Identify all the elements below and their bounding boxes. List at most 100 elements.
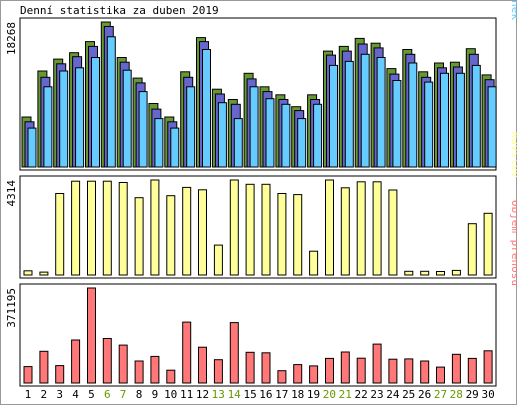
bar-day-5	[87, 180, 96, 276]
x-tick-label-10: 10	[164, 388, 177, 401]
bar-day-6	[102, 338, 112, 384]
bar-day-29	[467, 223, 477, 276]
x-tick-label-3: 3	[56, 388, 63, 401]
bar-strnek-day-15	[249, 86, 259, 168]
bar-day-21	[340, 351, 350, 384]
panel-legend: Návštěv	[509, 132, 517, 179]
y-max-label: 371195	[5, 288, 18, 328]
x-tick-label-11: 11	[180, 388, 193, 401]
bar-day-12	[198, 346, 207, 384]
bar-day-1	[23, 270, 33, 276]
bar-day-28	[451, 269, 461, 276]
bar-day-15	[245, 183, 255, 276]
bar-strnek-day-8	[138, 91, 148, 168]
chart-panels: 18268 Přístupů/Souborů/Stránek 4314 Návštěv…	[5, 0, 517, 387]
bar-day-1	[23, 366, 33, 384]
bar-day-21	[340, 187, 350, 276]
bar-day-22	[356, 181, 366, 276]
legend-entry: Stránek	[509, 0, 517, 20]
bar-strnek-day-5	[91, 57, 100, 168]
bar-day-16	[261, 352, 271, 384]
bar-strnek-day-27	[440, 72, 449, 168]
bar-strnek-day-12	[202, 49, 211, 168]
bar-day-8	[134, 197, 144, 276]
bar-day-18	[293, 364, 303, 384]
bar-strnek-day-22	[360, 53, 370, 168]
bar-day-3	[55, 193, 65, 276]
bar-day-30	[483, 212, 493, 276]
bar-strnek-day-7	[122, 69, 132, 168]
bar-strnek-day-11	[186, 86, 196, 168]
bar-day-17	[277, 370, 287, 384]
bar-day-22	[356, 357, 366, 384]
x-tick-label-15: 15	[243, 388, 256, 401]
bar-day-30	[483, 350, 493, 384]
bar-strnek-day-24	[392, 80, 402, 168]
bar-day-27	[436, 366, 445, 384]
bar-day-13	[213, 244, 223, 276]
bar-day-11	[182, 186, 192, 276]
bar-day-28	[451, 353, 461, 384]
bar-day-6	[102, 180, 112, 276]
bar-day-2	[39, 350, 49, 384]
panel-frame	[19, 175, 497, 279]
bar-strnek-day-3	[59, 70, 69, 168]
bar-strnek-day-17	[281, 103, 291, 168]
x-tick-label-9: 9	[152, 388, 159, 401]
bar-strnek-day-26	[424, 81, 434, 168]
bar-day-7	[118, 182, 128, 276]
x-tick-label-1: 1	[25, 388, 32, 401]
bar-day-19	[309, 250, 319, 276]
x-tick-label-8: 8	[136, 388, 143, 401]
bar-day-11	[182, 321, 192, 384]
bar-strnek-day-13	[217, 102, 227, 168]
y-max-label: 18268	[5, 22, 18, 55]
x-tick-label-2: 2	[40, 388, 47, 401]
bar-day-3	[55, 365, 65, 384]
x-axis-labels: 1 2 3 4 5 6 7 8 9 10 11 12 13 14 15 16 17 18 19 20 21 22 23 24 2…	[25, 388, 495, 401]
bar-day-9	[150, 355, 160, 384]
x-tick-label-28: 28	[450, 388, 463, 401]
bar-day-17	[277, 193, 287, 276]
bar-day-26	[420, 270, 430, 276]
bar-strnek-day-4	[75, 67, 85, 168]
bar-day-18	[293, 194, 303, 276]
bar-strnek-day-19	[313, 103, 323, 168]
bar-strnek-day-23	[376, 57, 386, 168]
bar-day-4	[71, 339, 81, 384]
x-tick-label-22: 22	[354, 388, 367, 401]
panel-legend: Přístupů/Souborů/Stránek	[509, 0, 517, 20]
x-tick-label-12: 12	[196, 388, 209, 401]
bar-strnek-day-14	[233, 118, 243, 168]
x-tick-label-14: 14	[228, 388, 242, 401]
panel-2: 4314 Návštěv	[5, 132, 517, 279]
x-tick-label-13: 13	[212, 388, 225, 401]
bar-day-16	[261, 183, 271, 276]
bar-day-25	[404, 358, 414, 384]
bar-day-19	[309, 365, 319, 384]
bar-day-24	[388, 358, 398, 384]
chart-title: Denní statistika za duben 2019	[20, 4, 219, 17]
x-tick-label-25: 25	[402, 388, 415, 401]
x-tick-label-30: 30	[481, 388, 494, 401]
y-max-label: 4314	[5, 180, 18, 207]
bar-day-14	[229, 179, 239, 276]
x-tick-label-26: 26	[418, 388, 431, 401]
bar-day-2	[39, 271, 49, 276]
bar-day-10	[166, 369, 176, 384]
x-tick-label-16: 16	[259, 388, 272, 401]
bar-day-5	[87, 287, 96, 384]
legend-entry: Návštěv	[509, 132, 517, 179]
bar-strnek-day-6	[106, 36, 116, 168]
bar-day-8	[134, 360, 144, 384]
bar-strnek-day-30	[487, 86, 497, 168]
panel-frame	[19, 283, 497, 387]
x-tick-label-23: 23	[370, 388, 383, 401]
x-tick-label-29: 29	[466, 388, 479, 401]
x-tick-label-5: 5	[88, 388, 95, 401]
bar-strnek-day-18	[297, 118, 307, 168]
bar-day-27	[436, 271, 445, 276]
legend-entry: Objem přenosu	[509, 200, 517, 286]
bar-day-23	[372, 181, 382, 276]
bar-day-13	[213, 359, 223, 384]
